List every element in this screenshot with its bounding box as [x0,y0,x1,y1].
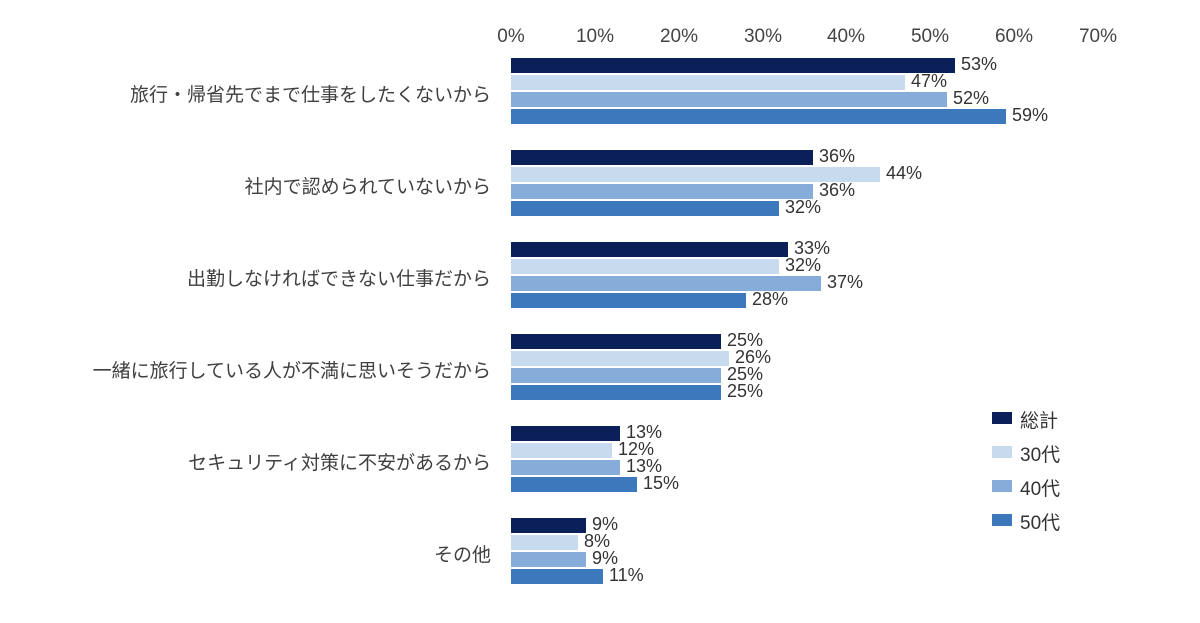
bar [511,201,779,216]
bar [511,351,729,366]
bar [511,58,955,73]
bar-value-label: 9% [592,517,618,532]
bar-value-label: 12% [618,442,654,457]
legend-swatch [992,480,1012,492]
bar [511,368,721,383]
bar [511,443,612,458]
bar [511,477,637,492]
bar [511,460,620,475]
x-axis-tick: 30% [744,26,782,48]
bar-value-label: 32% [785,200,821,215]
bar-value-label: 59% [1012,108,1048,123]
bar-value-label: 33% [794,241,830,256]
bar-value-label: 36% [819,149,855,164]
bar-value-label: 8% [584,534,610,549]
bar [511,293,746,308]
bar-value-label: 53% [961,57,997,72]
category-label: その他 [434,540,491,567]
x-axis-tick: 10% [576,26,614,48]
bar [511,242,788,257]
bar [511,259,779,274]
bar-value-label: 25% [727,367,763,382]
legend-item: 総計 [992,406,1152,430]
legend-swatch [992,412,1012,424]
bar-value-label: 36% [819,183,855,198]
bar-value-label: 11% [609,568,644,583]
bar [511,334,721,349]
bar-value-label: 13% [626,425,662,440]
bar [511,535,578,550]
bar-value-label: 32% [785,258,821,273]
x-axis-tick: 50% [911,26,949,48]
legend-label: 40代 [1020,474,1060,501]
horizontal-grouped-bar-chart: 0% 10% 20% 30% 40% 50% 60% 70% 旅行・帰省先でまで仕事をしたくない… [0,0,1200,623]
bar-value-label: 47% [911,74,947,89]
bar [511,385,721,400]
bar-value-label: 37% [827,275,863,290]
bar-value-label: 52% [953,91,989,106]
legend-label: 総計 [1020,406,1058,433]
bar-value-label: 26% [735,350,771,365]
legend-label: 30代 [1020,440,1060,467]
bar-value-label: 28% [752,292,788,307]
bar [511,518,586,533]
bar [511,184,813,199]
x-axis-tick: 60% [995,26,1033,48]
bar-value-label: 15% [643,476,679,491]
category-label: 旅行・帰省先でまで仕事をしたくないから [130,80,491,107]
bar [511,569,603,584]
category-label: 出勤しなければできない仕事だから [187,264,491,291]
legend-item: 40代 [992,474,1152,498]
x-axis-tick: 0% [497,26,524,48]
legend-label: 50代 [1020,508,1060,535]
legend-swatch [992,446,1012,458]
bar [511,109,1006,124]
x-axis-tick: 20% [660,26,698,48]
bar [511,92,947,107]
x-axis-tick: 70% [1079,26,1117,48]
bar-value-label: 44% [886,166,922,181]
bar-value-label: 9% [592,551,618,566]
bar-value-label: 25% [727,384,763,399]
category-label: 社内で認められていないから [245,172,491,199]
bar [511,426,620,441]
legend-swatch [992,514,1012,526]
bar-value-label: 13% [626,459,662,474]
legend-item: 30代 [992,440,1152,464]
bar-value-label: 25% [727,333,763,348]
category-label: 一緒に旅行している人が不満に思いそうだから [93,356,491,383]
category-label: セキュリティ対策に不安があるから [188,448,491,475]
bar [511,150,813,165]
bar [511,552,586,567]
bar [511,75,905,90]
legend-item: 50代 [992,508,1152,532]
x-axis-tick: 40% [827,26,865,48]
